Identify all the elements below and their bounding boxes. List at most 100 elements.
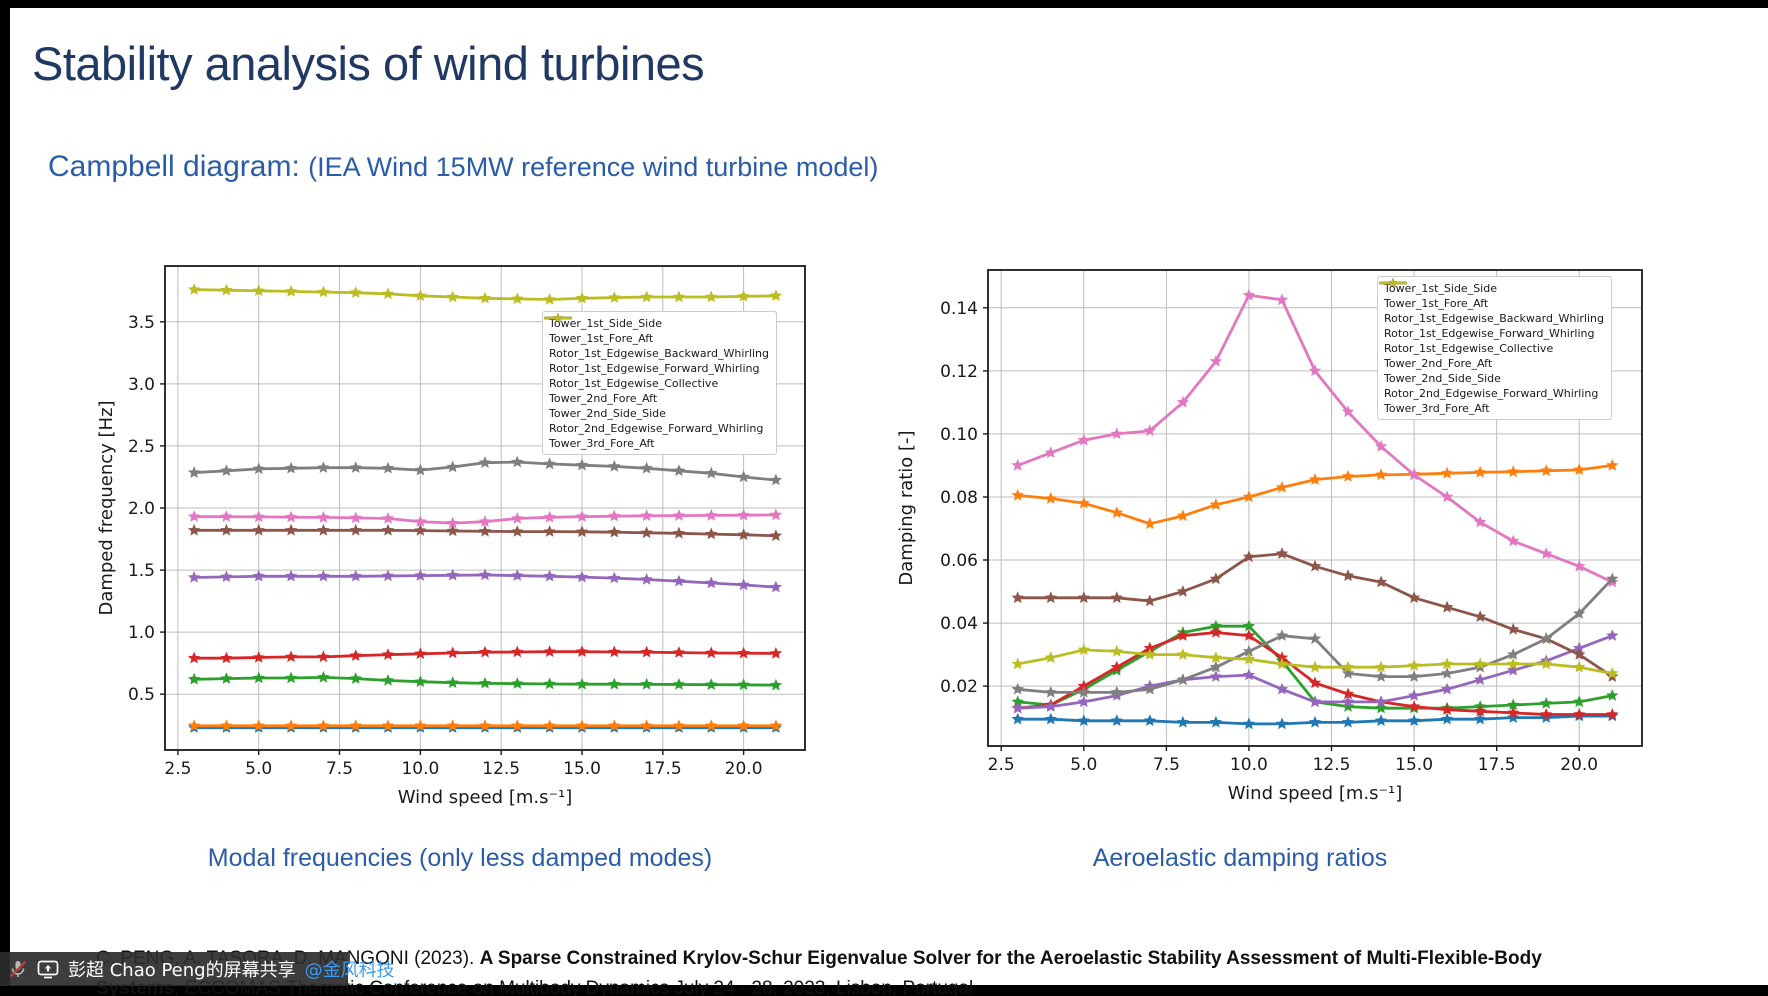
x-tick-label: 5.0: [1070, 755, 1097, 775]
slide-subtitle: Campbell diagram: (IEA Wind 15MW referen…: [48, 150, 878, 184]
legend-item-label: Rotor_2nd_Edgewise_Forward_Whirling: [549, 421, 764, 435]
x-tick-label: 17.5: [1478, 755, 1516, 775]
caption-right: Aeroelastic damping ratios: [1092, 844, 1388, 872]
x-tick-label: 2.5: [988, 755, 1015, 775]
x-tick-label: 12.5: [1313, 755, 1351, 775]
series-Tower_2nd_Side_Side: [1011, 288, 1619, 588]
legend-item-label: Rotor_1st_Edgewise_Collective: [1384, 341, 1554, 355]
y-tick-label: 0.08: [940, 488, 978, 508]
legend-item-label: Tower_3rd_Fore_Aft: [549, 436, 655, 450]
screen-share-toolbar: 彭超 Chao Peng的屏幕共享 @金风科技: [0, 952, 395, 986]
legend-item-label: Tower_2nd_Fore_Aft: [1384, 356, 1493, 370]
series-Tower_2nd_Side_Side: [187, 508, 783, 529]
y-tick-label: 1.0: [128, 623, 155, 643]
x-tick-label: 20.0: [1560, 755, 1598, 775]
frequency-plot-svg: 2.5 5.0 7.5 10.0 12.5 15.0 17.5 20.0 0.5 1.0 1.5 2.…: [96, 265, 806, 808]
y-tick-label: 0.06: [940, 551, 978, 571]
legend-item-label: Tower_2nd_Side_Side: [1384, 371, 1501, 385]
legend-item-label: Tower_1st_Side_Side: [1384, 281, 1497, 295]
legend-item-label: Rotor_1st_Edgewise_Backward_Whirling: [549, 346, 769, 360]
x-tick-label: 20.0: [725, 759, 763, 779]
legend-item-label: Tower_2nd_Fore_Aft: [549, 391, 658, 405]
y-tick-label: 2.0: [128, 499, 155, 519]
legend-item: Rotor_1st_Edgewise_Forward_Whirling: [544, 313, 769, 375]
x-axis-label: Wind speed [m.s⁻¹]: [1228, 783, 1402, 804]
series-Tower_2nd_Fore_Aft: [187, 523, 783, 542]
x-tick-label: 10.0: [401, 759, 439, 779]
legend-item: Tower_3rd_Fore_Aft: [544, 313, 769, 450]
y-tick-label: 2.5: [128, 437, 155, 457]
legend-item-label: Rotor_2nd_Edgewise_Forward_Whirling: [1384, 386, 1599, 400]
legend-item: Tower_1st_Fore_Aft: [1379, 278, 1604, 310]
y-tick-label: 0.04: [940, 614, 978, 634]
series-Tower_1st_Fore_Aft: [187, 719, 783, 732]
screen-share-icon[interactable]: [37, 958, 59, 980]
damping-ratio-chart: 2.5 5.0 7.5 10.0 12.5 15.0 17.5 20.0 0.02 0.04 0.0…: [800, 233, 1680, 813]
x-tick-label: 5.0: [245, 759, 272, 779]
legend-item-label: Rotor_1st_Edgewise_Forward_Whirling: [1384, 326, 1595, 340]
x-tick-label: 2.5: [164, 759, 191, 779]
x-tick-label: 7.5: [1153, 755, 1180, 775]
citation-paper-title-line1: A Sparse Constrained Krylov-Schur Eigenv…: [479, 948, 1542, 969]
legend-item-label: Tower_1st_Side_Side: [549, 316, 662, 330]
x-tick-label: 15.0: [1395, 755, 1433, 775]
y-tick-label: 0.5: [128, 685, 155, 705]
legend-item: Tower_1st_Side_Side: [544, 313, 769, 330]
share-bar-mention[interactable]: @金风科技: [304, 960, 395, 981]
slide-title: Stability analysis of wind turbines: [32, 37, 705, 90]
x-axis-label: Wind speed [m.s⁻¹]: [398, 787, 572, 808]
legend-item-label: Rotor_1st_Edgewise_Collective: [549, 376, 719, 390]
y-tick-label: 0.02: [940, 677, 978, 697]
legend-sample-line: [1379, 278, 1407, 287]
subtitle-detail: (IEA Wind 15MW reference wind turbine mo…: [308, 152, 879, 182]
campbell-frequency-chart: 2.5 5.0 7.5 10.0 12.5 15.0 17.5 20.0 0.5 1.0 1.5 2.…: [90, 233, 830, 813]
y-axis-label: Damped frequency [Hz]: [96, 400, 117, 615]
legend-item: Tower_2nd_Fore_Aft: [544, 313, 769, 405]
x-tick-label: 10.0: [1230, 755, 1268, 775]
legend-item: Rotor_1st_Edgewise_Forward_Whirling: [1379, 278, 1604, 340]
damping-plot-svg: 2.5 5.0 7.5 10.0 12.5 15.0 17.5 20.0 0.02 0.04 0.0…: [896, 269, 1643, 804]
legend-item: Tower_1st_Side_Side: [1379, 278, 1604, 295]
subtitle-lead: Campbell diagram:: [48, 150, 309, 183]
legend-item-label: Rotor_1st_Edgewise_Forward_Whirling: [549, 361, 760, 375]
caption-left: Modal frequencies (only less damped mode…: [207, 844, 713, 872]
y-tick-label: 3.5: [128, 313, 155, 333]
y-tick-label: 0.12: [940, 362, 978, 382]
plot-border: [987, 269, 1643, 747]
legend-item: Tower_2nd_Side_Side: [544, 313, 769, 420]
legend-item-label: Tower_2nd_Side_Side: [549, 406, 666, 420]
legend-item: Tower_3rd_Fore_Aft: [1379, 278, 1604, 415]
damping-chart-legend: Tower_1st_Side_Side Tower_1st_Fore_Aft R…: [1377, 276, 1612, 420]
legend-item: Tower_2nd_Side_Side: [1379, 278, 1604, 385]
muted-microphone-icon[interactable]: [8, 958, 28, 980]
legend-item-label: Tower_3rd_Fore_Aft: [1384, 401, 1490, 415]
y-tick-label: 0.14: [940, 299, 978, 319]
legend-item: Tower_2nd_Fore_Aft: [1379, 278, 1604, 370]
legend-sample-line: [544, 313, 572, 322]
legend-item: Rotor_1st_Edgewise_Backward_Whirling: [1379, 278, 1604, 325]
legend-item-label: Tower_1st_Fore_Aft: [549, 331, 654, 345]
x-tick-label: 15.0: [563, 759, 601, 779]
x-tick-label: 7.5: [326, 759, 353, 779]
legend-item-label: Rotor_1st_Edgewise_Backward_Whirling: [1384, 311, 1604, 325]
legend-item-label: Tower_1st_Fore_Aft: [1384, 296, 1489, 310]
series-Rotor_1st_Edgewise_Backward_Whirling: [187, 670, 783, 691]
series-Rotor_1st_Edgewise_Collective: [187, 568, 783, 593]
legend-item: Tower_1st_Fore_Aft: [544, 313, 769, 345]
legend-item: Rotor_1st_Edgewise_Backward_Whirling: [544, 313, 769, 360]
series-Tower_3rd_Fore_Aft: [187, 283, 783, 305]
series-Tower_3rd_Fore_Aft: [1011, 643, 1619, 679]
series-Rotor_1st_Edgewise_Collective: [1011, 629, 1619, 714]
x-tick-label: 17.5: [644, 759, 682, 779]
series-Rotor_1st_Edgewise_Forward_Whirling: [187, 645, 783, 664]
series-Tower_1st_Fore_Aft: [1011, 458, 1619, 529]
series-Tower_2nd_Fore_Aft: [1011, 547, 1619, 682]
y-tick-label: 3.0: [128, 375, 155, 395]
legend-item: Rotor_2nd_Edgewise_Forward_Whirling: [544, 313, 769, 435]
frequency-chart-legend: Tower_1st_Side_Side Tower_1st_Fore_Aft R…: [542, 311, 777, 455]
y-tick-label: 1.5: [128, 561, 155, 581]
legend-item: Rotor_2nd_Edgewise_Forward_Whirling: [1379, 278, 1604, 400]
legend-item: Rotor_1st_Edgewise_Collective: [544, 313, 769, 390]
y-axis-label: Damping ratio [-]: [896, 430, 917, 585]
